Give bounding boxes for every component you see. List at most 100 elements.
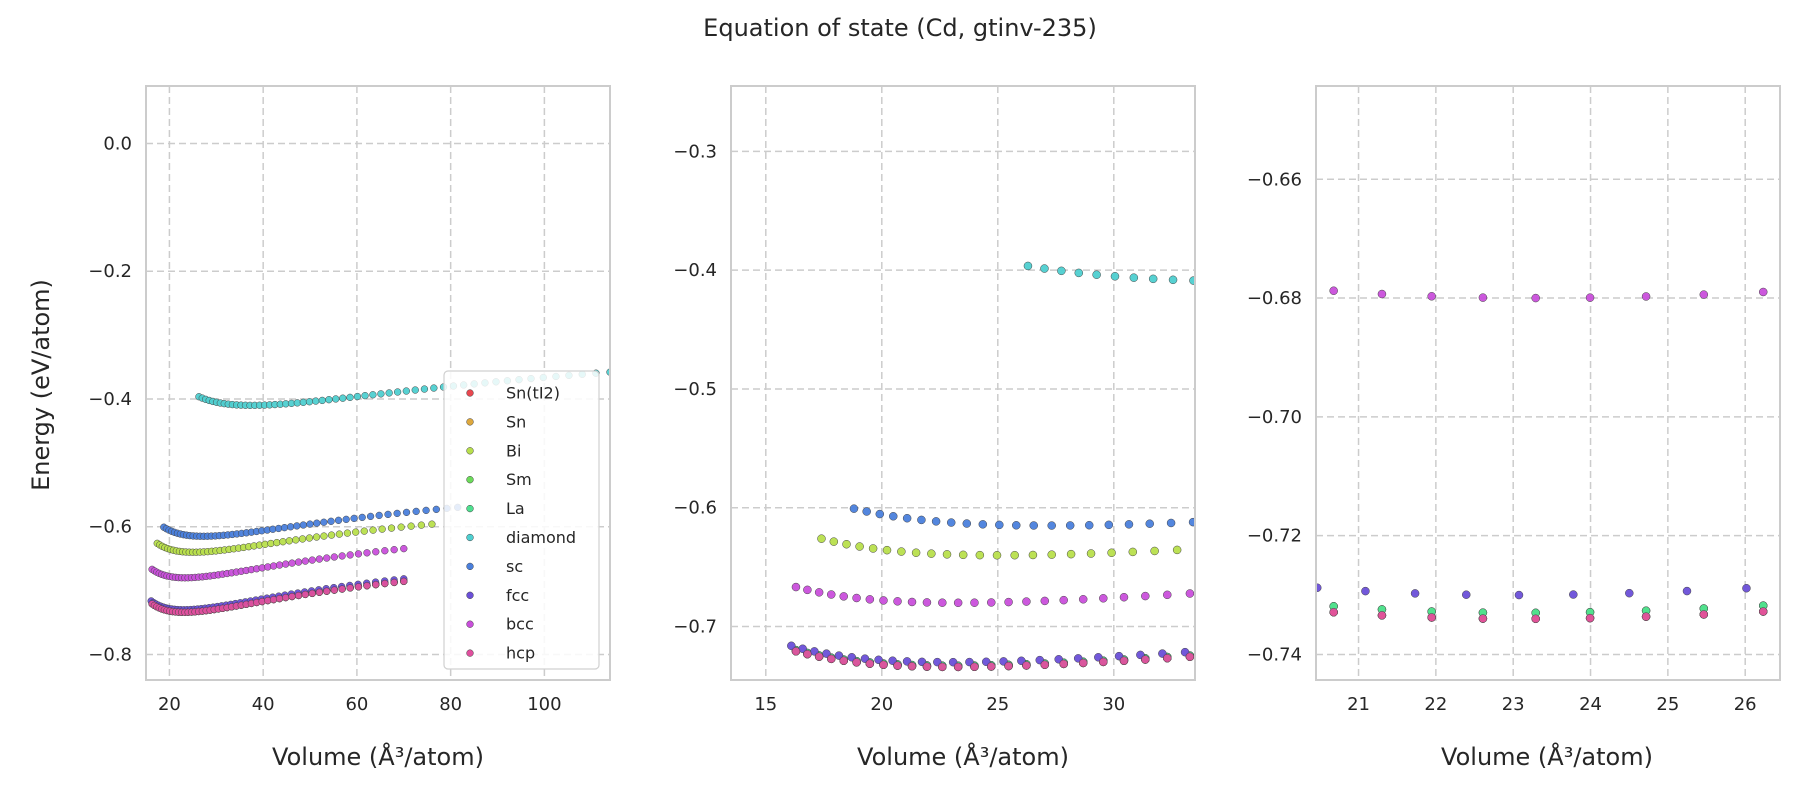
point-diamond	[332, 395, 340, 403]
x-tick-label: 22	[1424, 694, 1447, 715]
point-sc	[334, 516, 343, 524]
point-la	[1283, 598, 1291, 606]
point-bcc	[1059, 595, 1068, 605]
point-hcp	[1078, 658, 1088, 668]
point-hcp	[852, 658, 861, 667]
point-bi	[279, 538, 287, 546]
point-hcp	[922, 662, 932, 671]
point-sc	[412, 507, 420, 516]
point-bcc	[308, 556, 316, 564]
point-diamond	[1023, 261, 1033, 271]
point-diamond	[305, 398, 314, 406]
point-sc	[384, 510, 392, 519]
point-bi	[1495, 52, 1503, 60]
point-diamond	[312, 397, 320, 405]
point-hcp	[282, 593, 290, 602]
point-bcc	[970, 598, 979, 607]
point-bi	[911, 548, 921, 557]
point-sc	[375, 511, 383, 520]
y-tick-label: −0.7	[673, 617, 717, 638]
point-hcp	[1758, 607, 1768, 616]
point-sn	[1209, 651, 1217, 659]
point-bi	[842, 539, 851, 549]
point-hcp	[1099, 657, 1108, 667]
point-bcc	[400, 545, 408, 553]
point-bcc	[1531, 293, 1540, 303]
point-diamond	[1148, 274, 1158, 284]
point-sc	[931, 517, 941, 526]
point-hcp	[1699, 610, 1709, 619]
point-bi	[327, 531, 336, 539]
point-sc	[1029, 521, 1038, 530]
point-hcp	[893, 661, 902, 670]
y-tick-label: −0.74	[1247, 644, 1302, 665]
point-sc	[327, 517, 335, 525]
point-bcc	[803, 585, 812, 595]
point-diamond	[325, 396, 333, 404]
point-bcc	[893, 597, 902, 606]
point-bcc	[338, 552, 346, 560]
point-bi	[1107, 548, 1116, 558]
x-tick-label: 30	[1102, 694, 1125, 715]
point-hcp	[970, 662, 979, 672]
point-sm	[1237, 593, 1245, 601]
point-sc	[1188, 517, 1195, 527]
y-tick-label: −0.72	[1247, 526, 1302, 547]
point-sc	[889, 512, 898, 521]
point-bi	[343, 529, 352, 537]
point-bcc	[275, 561, 284, 569]
point-bi	[1086, 549, 1096, 558]
point-fcc	[1569, 590, 1578, 599]
point-bcc	[1163, 590, 1172, 600]
point-hcp	[987, 662, 996, 671]
legend-label: Sm	[506, 470, 532, 489]
point-sn-ti2-	[1209, 651, 1217, 659]
point-bcc	[1099, 594, 1108, 603]
point-sm	[1209, 650, 1217, 658]
point-hcp	[1478, 614, 1488, 623]
point-hcp	[1163, 653, 1172, 663]
point-hcp	[301, 590, 309, 599]
point-sc	[306, 520, 314, 528]
point-hcp	[865, 659, 875, 668]
x-tick-label: 100	[527, 694, 561, 715]
point-hcp	[390, 578, 398, 587]
panel-1-xlabel: Volume (Å³/atom)	[857, 742, 1069, 771]
x-tick-label: 60	[345, 694, 368, 715]
point-bi	[320, 532, 328, 540]
y-tick-label: −0.66	[1247, 169, 1302, 190]
point-bi	[417, 521, 425, 529]
point-sc	[1104, 520, 1114, 530]
x-tick-label: 20	[870, 694, 893, 715]
figure-title: Equation of state (Cd, gtinv-235)	[703, 14, 1097, 42]
point-bcc	[301, 557, 309, 565]
point-bi	[882, 545, 892, 555]
point-diamond	[1057, 266, 1066, 276]
point-hcp	[372, 581, 380, 589]
point-hcp	[1237, 599, 1245, 607]
point-bi	[273, 538, 281, 547]
point-la	[1237, 593, 1245, 601]
point-bi	[1128, 547, 1138, 557]
point-hcp	[1040, 660, 1050, 670]
point-sc	[978, 520, 988, 529]
point-bi	[1392, 44, 1400, 52]
point-sc	[946, 518, 956, 527]
point-diamond	[377, 390, 385, 398]
point-sc	[1065, 521, 1075, 530]
point-bcc	[323, 554, 331, 562]
point-bcc	[1758, 287, 1768, 297]
point-bcc	[1329, 286, 1338, 295]
point-sc	[1047, 521, 1056, 530]
point-sc	[902, 513, 912, 523]
x-tick-label: 23	[1502, 694, 1525, 715]
point-bcc	[827, 590, 836, 599]
point-bi	[1442, 48, 1450, 56]
panel-0-ylabel: Energy (eV/atom)	[27, 279, 55, 491]
point-bcc	[372, 548, 380, 556]
point-bcc	[791, 582, 801, 592]
y-tick-label: 0.0	[103, 133, 132, 154]
point-bi	[1066, 549, 1076, 559]
point-hcp	[953, 662, 963, 672]
point-sn-ti2-	[1237, 599, 1245, 607]
